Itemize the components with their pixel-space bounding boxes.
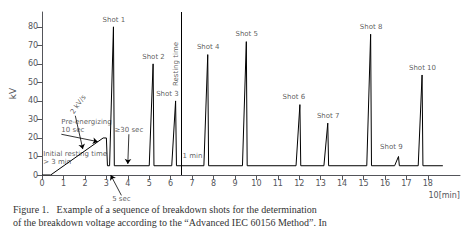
- svg-text:4: 4: [125, 179, 130, 188]
- svg-text:Resting time: Resting time: [172, 42, 180, 86]
- svg-text:18: 18: [423, 179, 433, 188]
- svg-text:Shot 3: Shot 3: [156, 90, 179, 98]
- svg-text:2 kV/s: 2 kV/s: [69, 93, 88, 116]
- svg-text:1 min: 1 min: [182, 152, 202, 160]
- svg-text:16: 16: [380, 179, 390, 188]
- svg-text:> 3 min: > 3 min: [43, 158, 71, 166]
- svg-text:Initial resting time: Initial resting time: [43, 150, 107, 158]
- svg-text:Shot 9: Shot 9: [380, 143, 403, 151]
- svg-text:Shot 10: Shot 10: [409, 64, 436, 72]
- svg-text:Shot 2: Shot 2: [142, 53, 165, 61]
- svg-text:Shot 1: Shot 1: [103, 16, 126, 24]
- svg-text:50: 50: [28, 78, 38, 87]
- svg-text:30: 30: [28, 115, 38, 124]
- svg-text:Shot 6: Shot 6: [283, 93, 306, 101]
- svg-text:Figure 1. Example of a seque: Figure 1. Example of a sequence of break…: [13, 204, 317, 215]
- svg-text:10 sec: 10 sec: [61, 126, 84, 134]
- svg-text:11: 11: [273, 179, 283, 188]
- svg-text:Shot 7: Shot 7: [317, 112, 340, 120]
- svg-text:60: 60: [28, 59, 38, 68]
- svg-text:13: 13: [316, 179, 326, 188]
- svg-text:20: 20: [28, 133, 38, 142]
- svg-text:5: 5: [147, 179, 152, 188]
- svg-text:8: 8: [211, 179, 216, 188]
- svg-text:Pre-energizing: Pre-energizing: [61, 118, 111, 126]
- svg-text:of the breakdown voltage accor: of the breakdown voltage according to th…: [13, 217, 327, 228]
- svg-text:10: 10: [28, 152, 38, 161]
- svg-text:1: 1: [61, 179, 66, 188]
- svg-text:15: 15: [358, 179, 368, 188]
- svg-text:kV: kV: [8, 87, 18, 99]
- svg-text:Shot 8: Shot 8: [360, 23, 383, 31]
- svg-text:3: 3: [104, 179, 109, 188]
- svg-text:≥30 sec: ≥30 sec: [114, 126, 143, 134]
- svg-text:70: 70: [28, 41, 38, 50]
- svg-text:Shot 4: Shot 4: [197, 43, 220, 51]
- svg-text:2: 2: [82, 179, 87, 188]
- svg-text:0: 0: [33, 171, 38, 180]
- svg-text:12: 12: [294, 179, 304, 188]
- svg-text:5 sec: 5 sec: [112, 195, 131, 203]
- svg-text:10: 10: [251, 179, 261, 188]
- svg-text:17: 17: [401, 179, 411, 188]
- svg-text:80: 80: [28, 22, 38, 31]
- svg-text:14: 14: [337, 179, 347, 188]
- svg-text:6: 6: [168, 179, 173, 188]
- svg-text:40: 40: [28, 96, 38, 105]
- svg-text:9: 9: [232, 179, 237, 188]
- svg-text:Shot 5: Shot 5: [235, 30, 258, 38]
- svg-text:0: 0: [40, 179, 45, 188]
- svg-text:10[min]: 10[min]: [428, 191, 460, 200]
- svg-text:7: 7: [190, 179, 195, 188]
